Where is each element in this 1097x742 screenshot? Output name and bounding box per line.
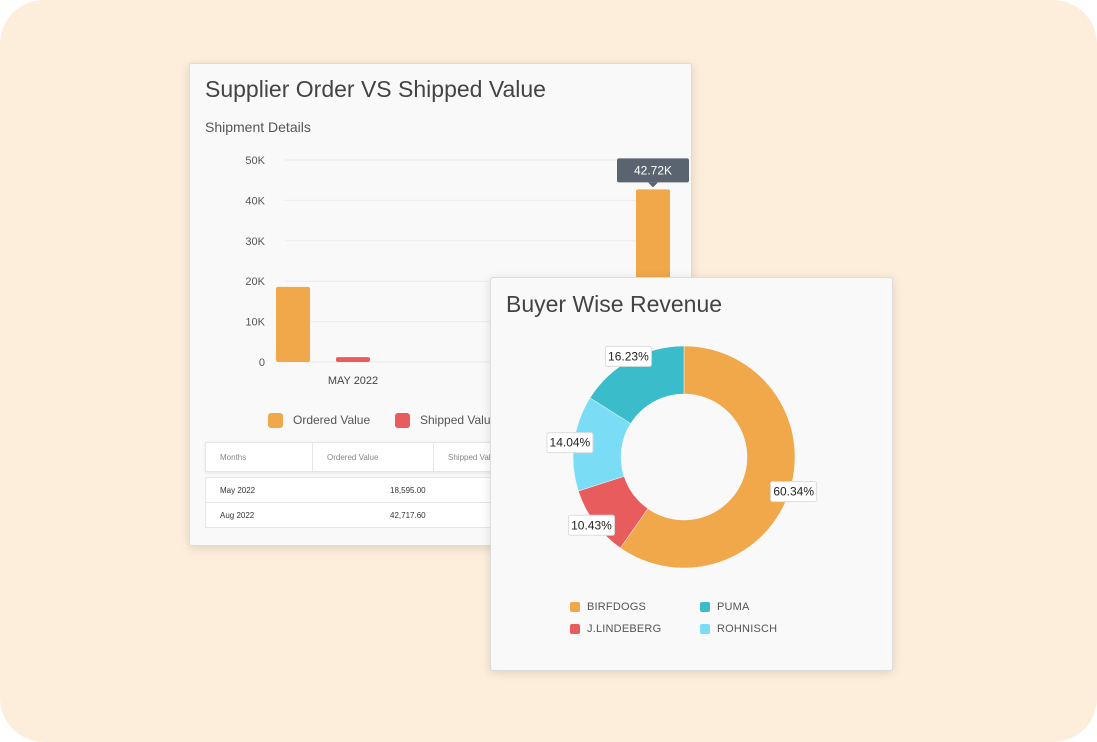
- buyer-revenue-card: Buyer Wise Revenue 60.34% 10.43% 14.04% 16.…: [490, 277, 893, 671]
- tooltip-arrow: [648, 182, 658, 188]
- data-label-box: [546, 432, 594, 454]
- legend-item-shipped-value[interactable]: Shipped Value: [395, 413, 498, 429]
- cell-ordered: 42,717.60: [390, 511, 426, 520]
- data-label-box: [770, 481, 818, 503]
- col-header-shipped[interactable]: Shipped Valu: [448, 453, 495, 462]
- tooltip-box: [617, 158, 689, 183]
- legend-swatch: [700, 624, 710, 635]
- legend-label: J.LINDEBERG: [587, 623, 662, 635]
- legend-swatch: [570, 624, 580, 635]
- y-tick-label: 30K: [245, 236, 265, 248]
- bar-card-subtitle: Shipment Details: [205, 119, 311, 135]
- y-tick-label: 0: [259, 357, 265, 369]
- donut-slice[interactable]: [620, 345, 796, 569]
- donut-chart[interactable]: 60.34% 10.43% 14.04% 16.23%: [491, 278, 892, 588]
- y-tick-label: 20K: [245, 276, 265, 288]
- y-tick-label: 50K: [245, 155, 265, 167]
- legend-label: ROHNISCH: [717, 623, 778, 635]
- legend-item-j-lindeberg[interactable]: J.LINDEBERG: [570, 623, 661, 635]
- col-header-months[interactable]: Months: [220, 453, 247, 462]
- bar[interactable]: [336, 357, 370, 362]
- cell-month: Aug 2022: [220, 511, 255, 520]
- bar[interactable]: [276, 286, 310, 362]
- bar-tooltip: 42.72K: [617, 158, 689, 188]
- donut-slice[interactable]: [589, 345, 685, 424]
- x-tick-label: MAY 2022: [328, 375, 378, 387]
- y-tick-label: 10K: [245, 317, 265, 329]
- cell-ordered: 18,595.00: [390, 486, 426, 495]
- data-label-box: [604, 345, 652, 367]
- y-tick-label: 40K: [245, 195, 265, 207]
- cell-month: May 2022: [220, 486, 256, 495]
- slice-data-label: 60.34%: [770, 481, 818, 503]
- legend-swatch: [700, 602, 710, 613]
- legend-label: BIRFDOGS: [587, 601, 647, 613]
- legend-item-birfdogs[interactable]: BIRFDOGS: [570, 601, 646, 613]
- legend-swatch: [268, 413, 283, 429]
- col-header-ordered[interactable]: Ordered Value: [327, 453, 379, 462]
- data-label-box: [567, 514, 615, 536]
- slice-data-label: 16.23%: [604, 345, 652, 367]
- donut-card-title: Buyer Wise Revenue: [506, 291, 723, 317]
- data-label-text: 14.04%: [550, 436, 591, 450]
- legend-item-rohnisch[interactable]: ROHNISCH: [700, 623, 777, 635]
- legend-label: PUMA: [717, 601, 750, 613]
- bar-card-title: Supplier Order VS Shipped Value: [205, 76, 546, 102]
- tooltip-label: 42.72K: [634, 163, 672, 177]
- legend-swatch: [570, 602, 580, 613]
- data-label-text: 10.43%: [571, 518, 612, 532]
- legend-item-ordered-value[interactable]: Ordered Value: [268, 413, 371, 429]
- legend-swatch: [395, 413, 410, 429]
- legend-item-puma[interactable]: PUMA: [700, 601, 750, 613]
- col-divider: [433, 443, 434, 471]
- data-label-text: 60.34%: [773, 485, 814, 499]
- col-divider: [312, 443, 313, 471]
- legend-label: Ordered Value: [293, 413, 371, 427]
- slice-data-label: 10.43%: [567, 514, 615, 536]
- slice-data-label: 14.04%: [546, 432, 594, 454]
- legend-label: Shipped Value: [420, 413, 498, 427]
- data-label-text: 16.23%: [608, 349, 649, 363]
